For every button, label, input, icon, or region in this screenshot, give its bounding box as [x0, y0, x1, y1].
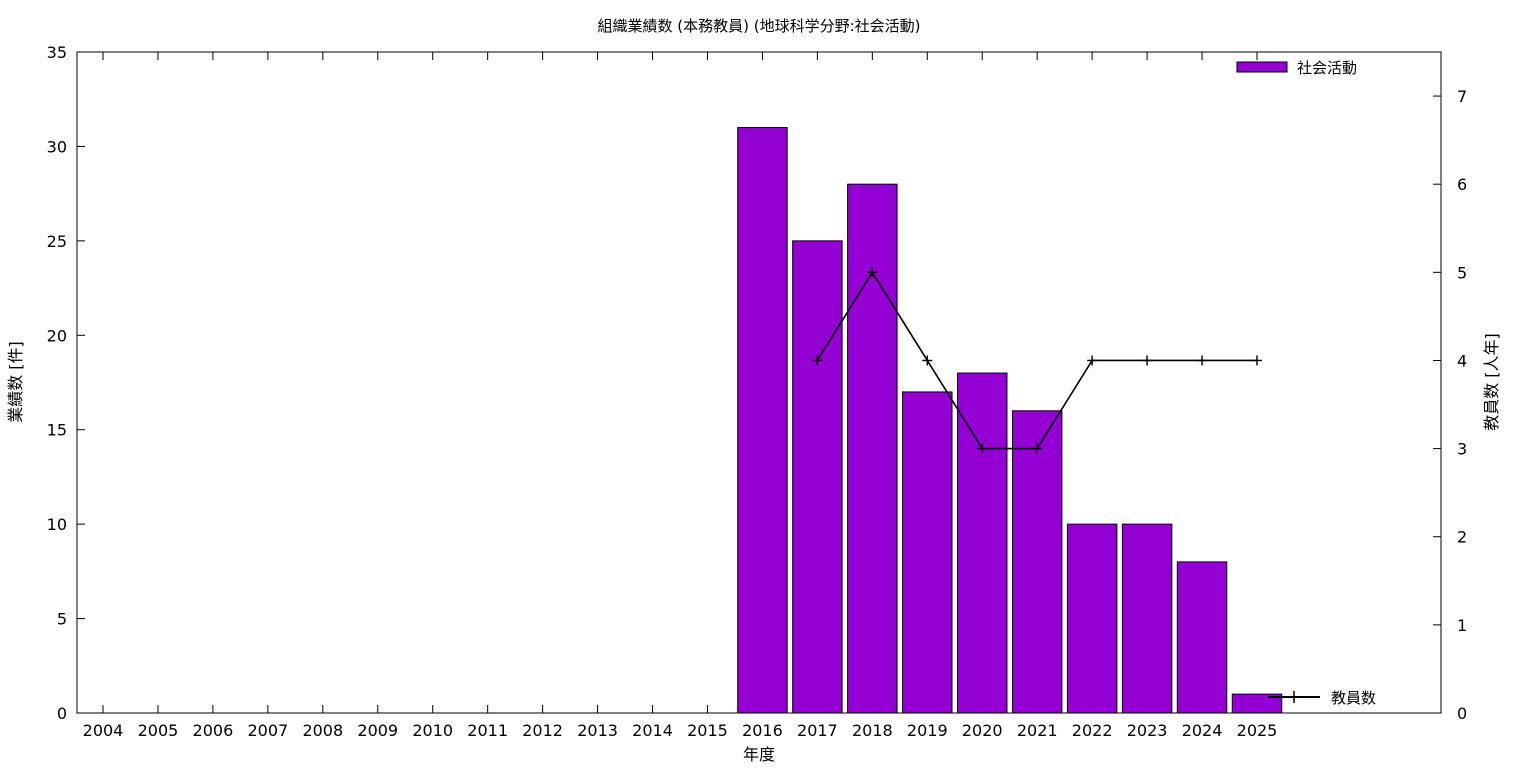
x-tick-label: 2022	[1072, 721, 1113, 740]
bar-2018	[847, 183, 898, 714]
x-tick-label: 2007	[247, 721, 288, 740]
bar-2019	[902, 391, 953, 714]
point-2017	[812, 355, 823, 366]
point-2020	[977, 443, 988, 454]
bar-2017	[792, 240, 843, 714]
x-tick-label: 2025	[1237, 721, 1278, 740]
y-tick-label: 10	[47, 515, 67, 534]
bar-series	[737, 127, 1283, 714]
x-tick-label: 2004	[83, 721, 124, 740]
bar-2024	[1176, 561, 1228, 714]
bar-2020	[957, 372, 1008, 714]
x-tick-label: 2013	[577, 721, 618, 740]
x-tick-label: 2015	[687, 721, 728, 740]
x-tick-label: 2014	[632, 721, 673, 740]
y2-tick-label: 3	[1457, 440, 1467, 459]
x-tick-label: 2023	[1127, 721, 1168, 740]
legend-bar-swatch	[1236, 61, 1288, 73]
y2-tick-label: 4	[1457, 351, 1467, 370]
x-tick-label: 2011	[467, 721, 508, 740]
bar-2023	[1121, 523, 1173, 714]
y2-tick-label: 0	[1457, 704, 1467, 723]
bar-2025	[1231, 693, 1283, 714]
point-2018	[867, 267, 878, 278]
y-tick-label: 20	[47, 326, 67, 345]
line-series	[812, 267, 1262, 454]
y-tick-label: 35	[47, 43, 67, 62]
y-tick-label: 25	[47, 232, 67, 251]
x-tick-label: 2008	[302, 721, 343, 740]
x-tick-label: 2017	[797, 721, 838, 740]
x-tick-label: 2024	[1182, 721, 1223, 740]
point-2021	[1032, 443, 1043, 454]
legend-bar-label: 社会活動	[1297, 59, 1357, 77]
y2-axis-title: 教員数 [人年]	[1482, 333, 1501, 431]
point-2019	[922, 355, 933, 366]
x-tick-label: 2010	[412, 721, 453, 740]
y2-tick-label: 2	[1457, 528, 1467, 547]
left-axis: 0 5 10 15 20 25 30 35	[47, 43, 85, 723]
point-2025	[1252, 355, 1262, 366]
bar-2016	[737, 127, 788, 714]
y-axis-title: 業績数 [件]	[6, 341, 25, 423]
x-tick-label: 2021	[1017, 721, 1058, 740]
legend-line-label: 教員数	[1331, 689, 1376, 707]
y-tick-label: 0	[57, 704, 67, 723]
point-2022	[1087, 355, 1098, 366]
x-tick-label: 2006	[193, 721, 234, 740]
y2-tick-label: 5	[1457, 263, 1467, 282]
bar-2021	[1011, 410, 1063, 714]
y-tick-label: 30	[47, 137, 67, 156]
bar-2022	[1066, 523, 1118, 714]
x-axis-title: 年度	[743, 745, 775, 764]
x-tick-label: 2019	[907, 721, 948, 740]
x-tick-label: 2018	[852, 721, 893, 740]
x-tick-label: 2020	[962, 721, 1003, 740]
y-tick-label: 15	[47, 421, 67, 440]
y2-tick-label: 6	[1457, 175, 1467, 194]
point-2024	[1197, 355, 1208, 366]
y2-tick-label: 7	[1457, 87, 1467, 106]
chart-title: 組織業績数 (本務教員) (地球科学分野:社会活動)	[597, 17, 920, 35]
x-tick-label: 2012	[522, 721, 563, 740]
x-tick-label: 2016	[742, 721, 783, 740]
legend: 社会活動 教員数	[1236, 59, 1376, 707]
point-2023	[1142, 355, 1153, 366]
x-axis: 2004 2005 2006 2007 2008 2009 2010 2011 2012 2013…	[83, 52, 1278, 740]
y2-tick-label: 1	[1457, 616, 1467, 635]
right-axis: 0 1 2 3 4 5 6 7	[1433, 87, 1467, 723]
x-tick-label: 2009	[357, 721, 398, 740]
y-tick-label: 5	[57, 610, 67, 629]
x-tick-label: 2005	[138, 721, 179, 740]
